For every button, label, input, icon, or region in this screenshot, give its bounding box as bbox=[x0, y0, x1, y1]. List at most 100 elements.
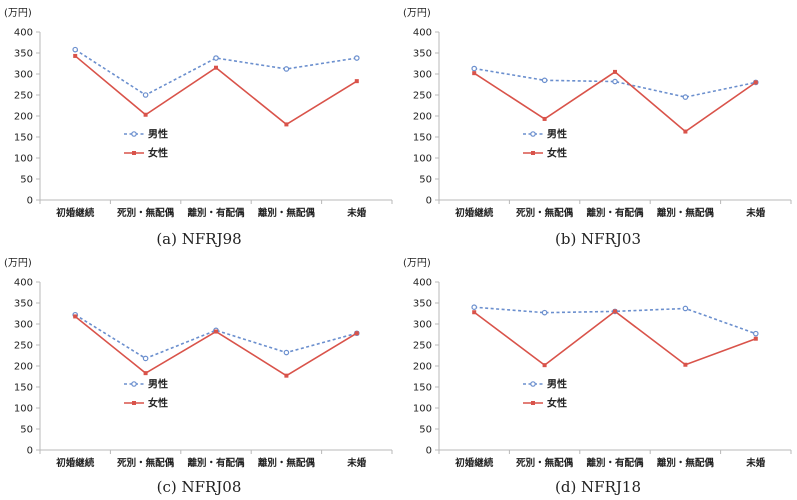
x-tick-label: 未婚 bbox=[346, 207, 367, 219]
legend-marker-male bbox=[530, 131, 536, 137]
y-tick-label: 200 bbox=[14, 362, 33, 373]
legend-label-male: 男性 bbox=[547, 128, 567, 141]
x-tick-label: 離別・有配偶 bbox=[586, 207, 644, 219]
x-tick-label: 未婚 bbox=[745, 457, 766, 469]
x-tick-label: 死別・無配偶 bbox=[515, 457, 574, 469]
data-point-male bbox=[682, 94, 689, 100]
legend-label-female: 女性 bbox=[547, 397, 567, 410]
x-tick-label: 離別・有配偶 bbox=[187, 457, 245, 469]
data-point-male bbox=[471, 304, 478, 311]
data-point-female bbox=[683, 362, 688, 367]
y-tick-label: 100 bbox=[413, 404, 432, 415]
y-tick-label: 250 bbox=[413, 341, 432, 352]
chart-panel-a: (万円) 0 50 100 150 200 250 300 350 400 初婚継続 死別・無配偶 離別… bbox=[0, 0, 398, 250]
x-tick-label: 死別・無配偶 bbox=[515, 207, 574, 219]
series-line-male bbox=[74, 314, 358, 360]
y-tick-label: 400 bbox=[14, 28, 33, 39]
data-point-male bbox=[541, 309, 548, 316]
chart-panel-b: (万円) 0 50 100 150 200 250 300 350 400 初婚継続 死別・無配偶 離別… bbox=[399, 0, 797, 250]
x-tick-label: 死別・無配偶 bbox=[116, 457, 175, 469]
y-tick-label: 300 bbox=[413, 320, 432, 331]
data-point-female bbox=[683, 129, 688, 134]
legend-label-male: 男性 bbox=[148, 378, 168, 391]
data-point-female bbox=[143, 112, 148, 117]
y-tick-label: 350 bbox=[14, 49, 33, 60]
y-tick-label: 150 bbox=[413, 383, 432, 394]
data-point-male bbox=[612, 78, 618, 85]
y-tick-label: 350 bbox=[413, 49, 432, 60]
y-tick-label: 150 bbox=[413, 133, 432, 144]
data-point-male bbox=[283, 349, 290, 356]
y-unit-label: (万円) bbox=[4, 258, 32, 269]
legend-marker-male bbox=[530, 381, 536, 387]
x-tick-label: 離別・有配偶 bbox=[187, 207, 245, 219]
legend-label-male: 男性 bbox=[148, 128, 168, 141]
y-tick-label: 250 bbox=[14, 91, 33, 102]
legend-marker-female bbox=[531, 401, 535, 405]
y-unit-label: (万円) bbox=[403, 258, 431, 269]
data-point-male bbox=[471, 65, 478, 72]
data-point-female bbox=[354, 79, 359, 84]
data-point-female bbox=[354, 331, 359, 336]
chart-caption-b: (b) NFRJ03 bbox=[554, 230, 641, 248]
data-point-male bbox=[283, 66, 290, 72]
data-point-male bbox=[752, 330, 759, 337]
data-point-female bbox=[613, 309, 617, 314]
x-tick-label: 離別・無配偶 bbox=[258, 207, 316, 219]
y-unit-label: (万円) bbox=[403, 8, 431, 19]
data-point-male bbox=[682, 305, 689, 312]
y-tick-label: 0 bbox=[426, 446, 432, 457]
data-point-female bbox=[753, 336, 758, 341]
data-point-female bbox=[73, 314, 78, 319]
data-point-male bbox=[213, 55, 219, 61]
legend-marker-female bbox=[531, 151, 535, 155]
y-tick-label: 400 bbox=[14, 278, 33, 289]
y-tick-label: 350 bbox=[14, 299, 33, 310]
chart-caption-c: (c) NFRJ08 bbox=[156, 478, 242, 496]
y-tick-label: 100 bbox=[413, 154, 432, 165]
series-line-female bbox=[473, 310, 757, 367]
data-point-female bbox=[542, 363, 547, 368]
series-line-male bbox=[74, 48, 357, 96]
y-tick-label: 200 bbox=[14, 112, 33, 123]
x-tick-label: 初婚継続 bbox=[56, 207, 95, 219]
data-point-female bbox=[284, 122, 289, 127]
data-point-female bbox=[73, 53, 78, 58]
x-tick-label: 離別・無配偶 bbox=[657, 207, 715, 219]
y-tick-label: 200 bbox=[413, 362, 432, 373]
y-tick-label: 400 bbox=[413, 278, 432, 289]
legend-marker-male bbox=[131, 381, 137, 387]
data-point-male bbox=[142, 355, 149, 362]
legend-label-female: 女性 bbox=[148, 147, 168, 160]
y-tick-label: 250 bbox=[413, 91, 432, 102]
data-point-female bbox=[472, 310, 477, 315]
data-point-female bbox=[284, 373, 289, 378]
data-point-male bbox=[142, 92, 149, 98]
x-tick-label: 初婚継続 bbox=[56, 457, 95, 469]
x-tick-label: 初婚継続 bbox=[455, 207, 494, 219]
y-tick-label: 200 bbox=[413, 112, 432, 123]
x-tick-label: 未婚 bbox=[745, 207, 766, 219]
chart-caption-a: (a) NFRJ98 bbox=[156, 230, 242, 248]
legend-label-female: 女性 bbox=[547, 147, 567, 160]
chart-caption-d: (d) NFRJ18 bbox=[554, 478, 641, 496]
y-tick-label: 250 bbox=[14, 341, 33, 352]
y-tick-label: 100 bbox=[14, 154, 33, 165]
legend-label-male: 男性 bbox=[547, 378, 567, 391]
y-tick-label: 300 bbox=[14, 320, 33, 331]
y-tick-label: 0 bbox=[426, 196, 432, 207]
data-point-female bbox=[613, 69, 617, 74]
x-tick-label: 死別・無配偶 bbox=[116, 207, 175, 219]
x-tick-label: 離別・無配偶 bbox=[657, 457, 715, 469]
data-point-female bbox=[472, 71, 477, 76]
data-point-female bbox=[214, 329, 218, 334]
legend-marker-male bbox=[131, 131, 137, 137]
data-point-female bbox=[143, 371, 148, 376]
y-tick-label: 0 bbox=[27, 446, 33, 457]
y-tick-label: 50 bbox=[20, 425, 33, 436]
y-tick-label: 150 bbox=[14, 383, 33, 394]
y-tick-label: 350 bbox=[413, 299, 432, 310]
data-point-male bbox=[541, 77, 548, 84]
